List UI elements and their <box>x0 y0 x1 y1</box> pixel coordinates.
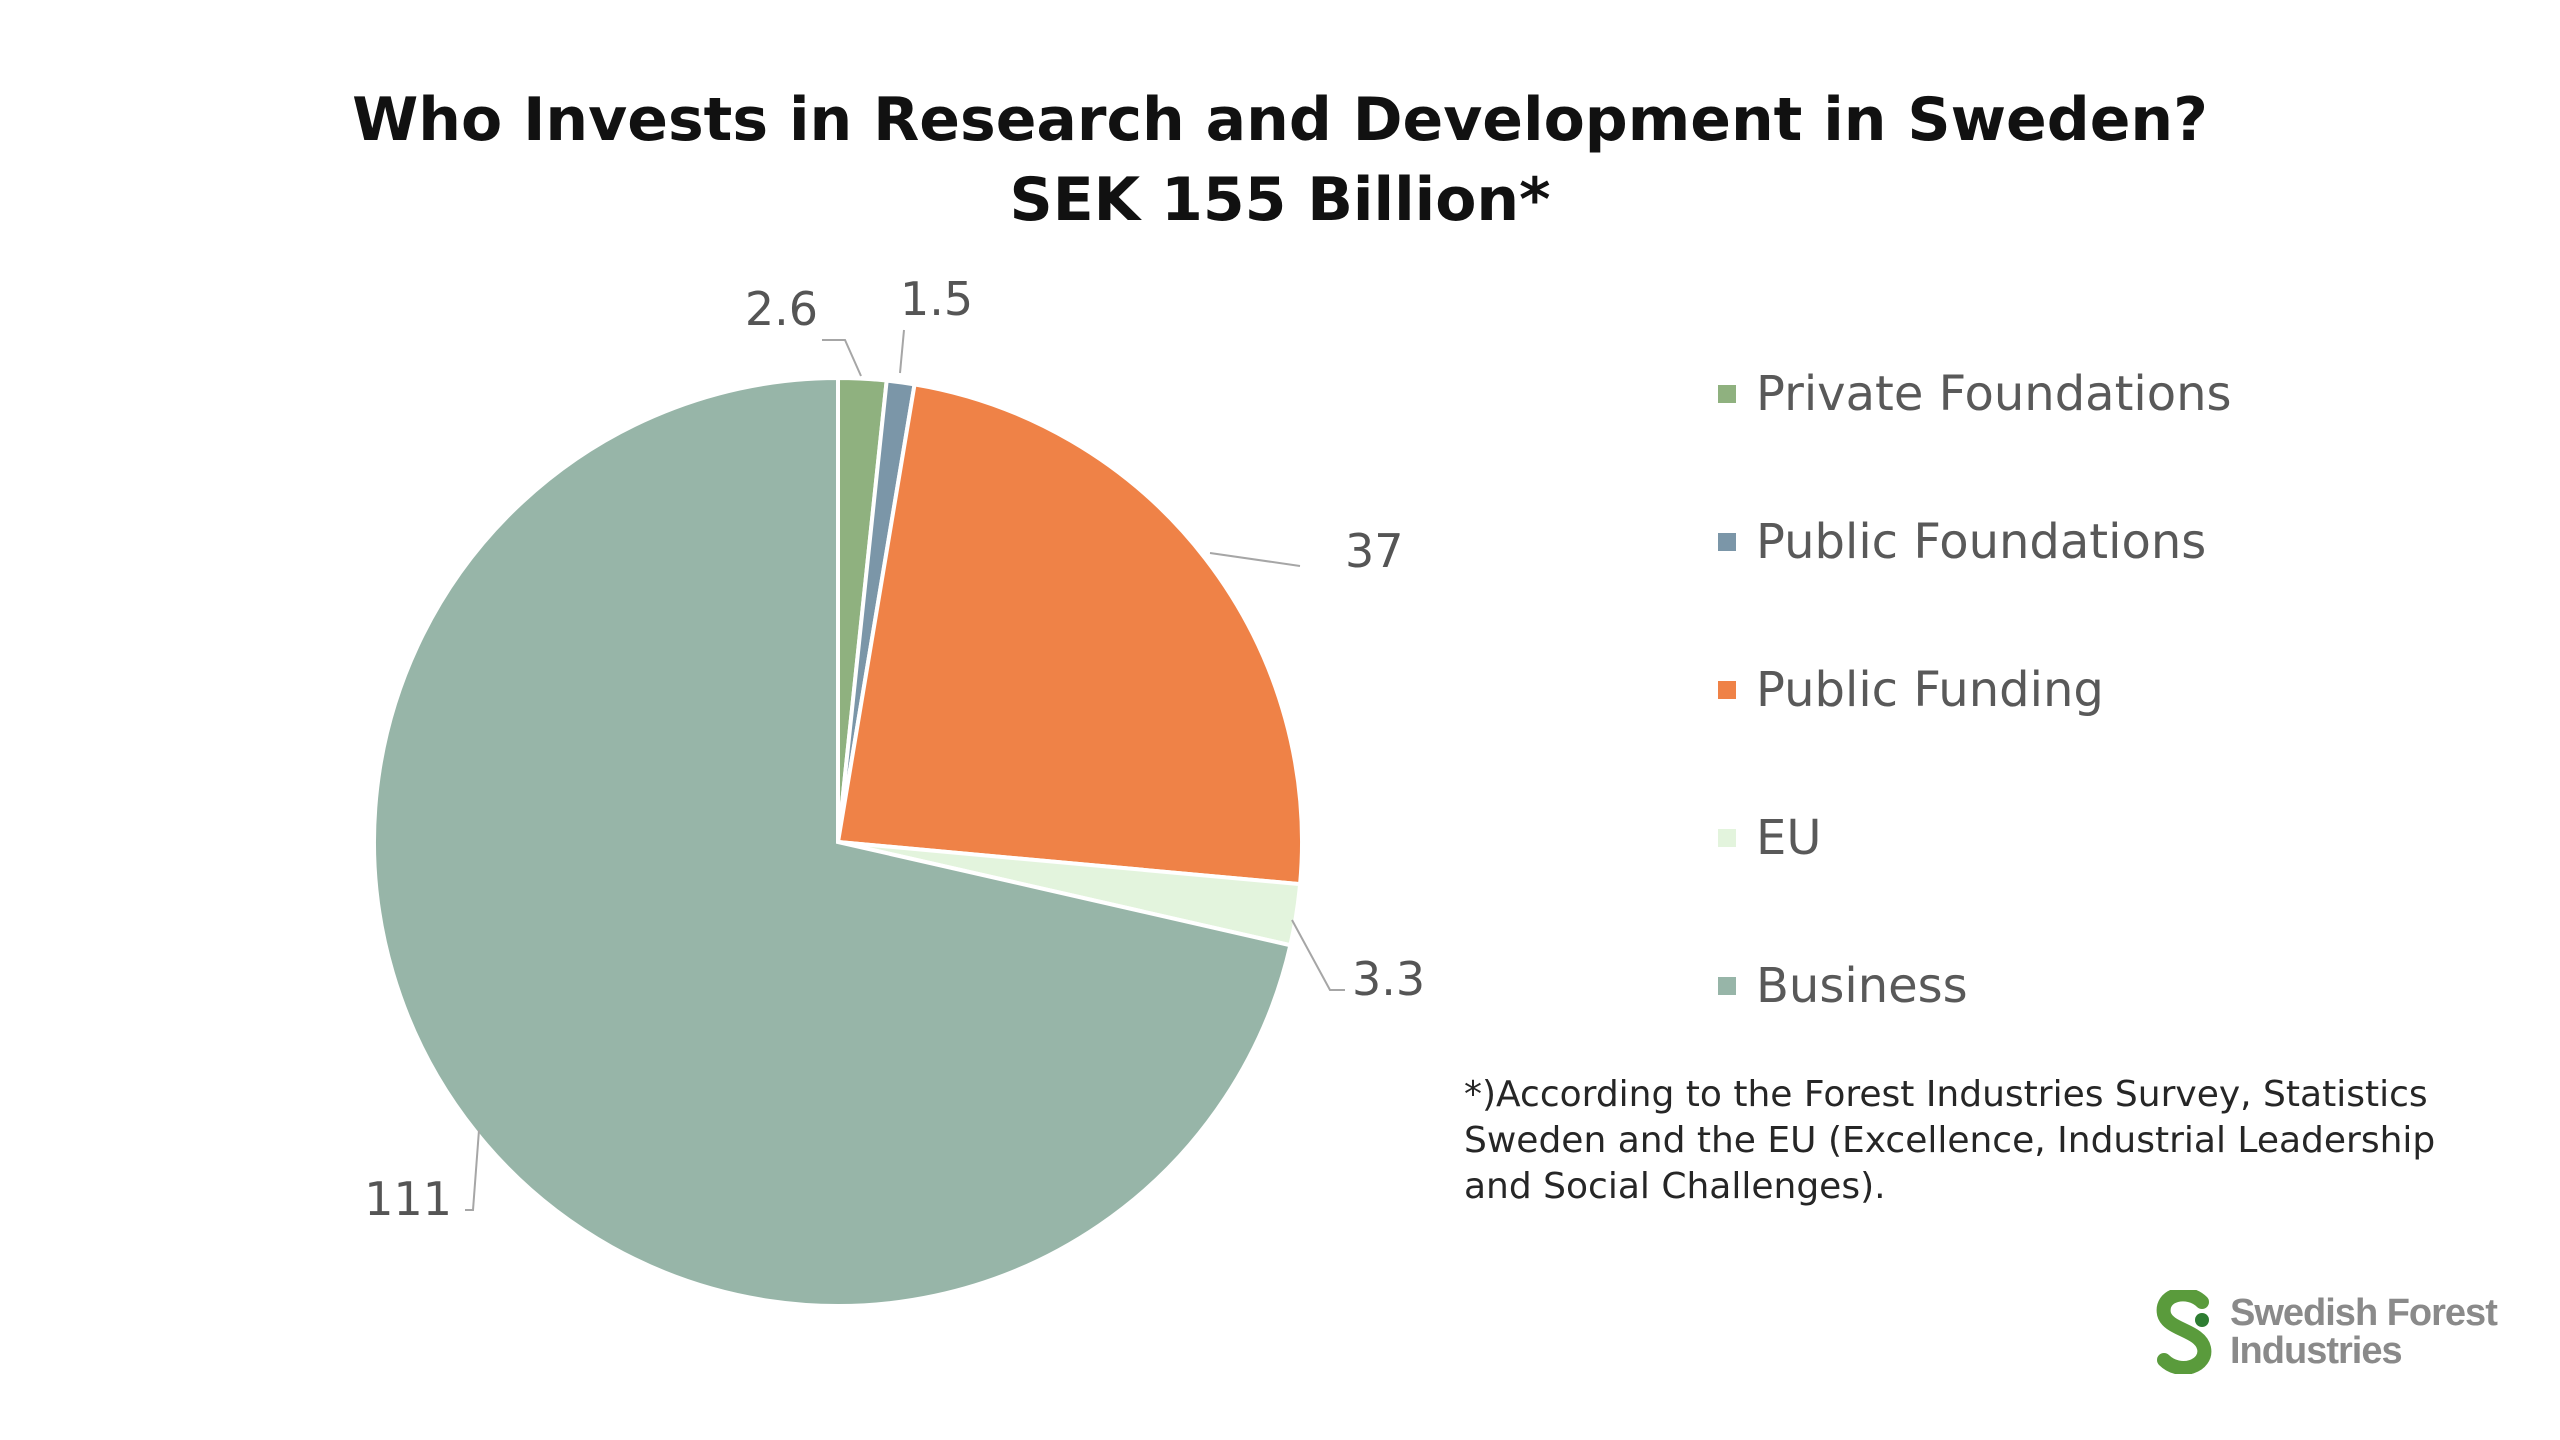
data-label-private-foundations: 2.6 <box>745 282 818 336</box>
leader-line-private-foundations <box>822 339 862 377</box>
footnote: *)According to the Forest Industries Sur… <box>1464 1074 2436 1207</box>
logo-text-line-2: Industries <box>2230 1330 2403 1372</box>
logo: Swedish Forest Industries <box>2150 1290 2498 1374</box>
logo-text-line-1: Swedish Forest <box>2230 1292 2498 1334</box>
legend-label-public-funding: Public Funding <box>1756 662 2104 718</box>
legend-label-private-foundations: Private Foundations <box>1756 366 2232 422</box>
logo-text: Swedish Forest Industries <box>2230 1292 2498 1372</box>
legend-item-public-funding: Public Funding <box>1718 616 2418 764</box>
legend: Private Foundations Public Foundations Pub… <box>1718 320 2418 1060</box>
legend-label-business: Business <box>1756 958 1968 1014</box>
pie-chart: 2.6 1.5 37 3.3 111 <box>364 272 1425 1308</box>
chart-title: Who Invests in Research and Development … <box>0 80 2560 240</box>
legend-item-private-foundations: Private Foundations <box>1718 320 2418 468</box>
logo-icon <box>2156 1290 2212 1374</box>
legend-swatch-private-foundations <box>1718 385 1736 403</box>
leader-line-public-funding <box>1209 552 1301 567</box>
legend-label-public-foundations: Public Foundations <box>1756 514 2207 570</box>
leader-line-public-foundations <box>899 329 905 374</box>
leader-line-eu <box>1291 919 1345 991</box>
legend-swatch-business <box>1718 977 1736 995</box>
legend-swatch-public-foundations <box>1718 533 1736 551</box>
legend-swatch-public-funding <box>1718 681 1736 699</box>
pie-slice-public-funding <box>835 382 1304 887</box>
legend-item-public-foundations: Public Foundations <box>1718 468 2418 616</box>
data-label-public-foundations: 1.5 <box>900 272 973 326</box>
data-label-eu: 3.3 <box>1352 952 1425 1006</box>
legend-item-business: Business <box>1718 912 2418 1060</box>
legend-item-eu: EU <box>1718 764 2418 912</box>
chart-title-line-1: Who Invests in Research and Development … <box>352 85 2208 155</box>
legend-swatch-eu <box>1718 829 1736 847</box>
data-label-business: 111 <box>364 1172 452 1226</box>
pie-slice-business <box>372 375 1293 1308</box>
data-label-public-funding: 37 <box>1345 524 1404 578</box>
leader-line-business <box>465 1129 480 1211</box>
legend-label-eu: EU <box>1756 810 1822 866</box>
chart-title-line-2: SEK 155 Billion* <box>1009 165 1551 235</box>
